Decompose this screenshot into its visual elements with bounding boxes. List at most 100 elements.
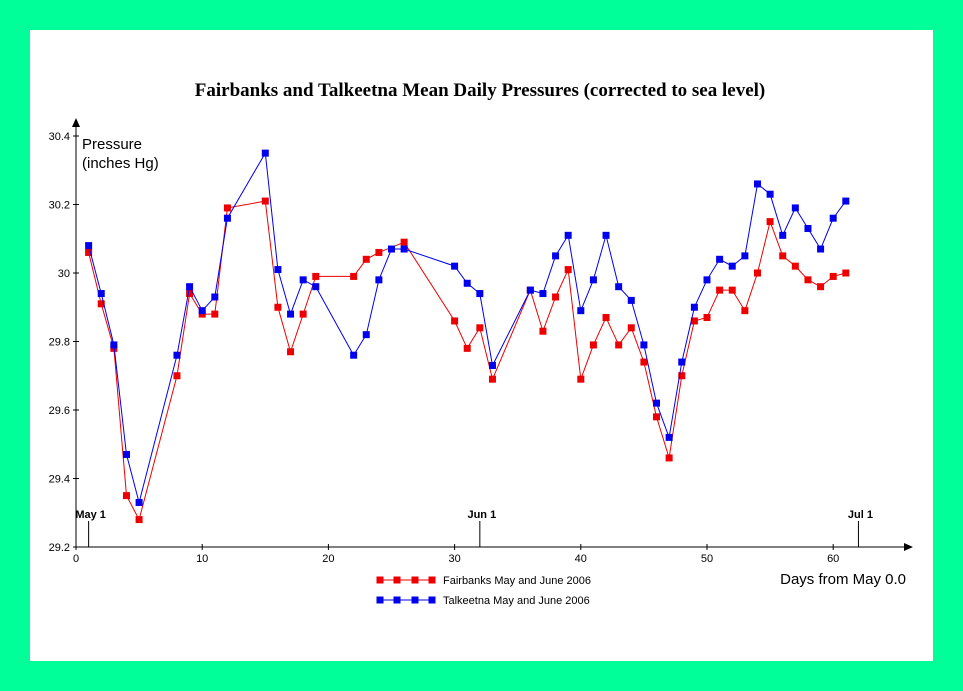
x-axis-arrow bbox=[904, 543, 913, 551]
legend-marker bbox=[411, 596, 419, 604]
data-point bbox=[186, 283, 194, 291]
data-point bbox=[110, 341, 118, 349]
data-point bbox=[640, 358, 648, 366]
data-point bbox=[463, 279, 471, 287]
data-point bbox=[577, 307, 585, 315]
data-point bbox=[842, 197, 850, 205]
data-point bbox=[741, 252, 749, 260]
data-point bbox=[690, 303, 698, 311]
legend-marker bbox=[376, 576, 384, 584]
y-tick-label: 29.4 bbox=[49, 474, 70, 486]
legend: Fairbanks May and June 2006 Talkeetna May… bbox=[376, 575, 591, 607]
legend-marker bbox=[428, 576, 436, 584]
data-point bbox=[653, 413, 661, 421]
data-point bbox=[274, 266, 282, 274]
data-point bbox=[577, 375, 585, 383]
data-point bbox=[312, 272, 320, 280]
data-point bbox=[274, 303, 282, 311]
data-point bbox=[488, 375, 496, 383]
data-point bbox=[716, 286, 724, 294]
y-axis-arrow bbox=[72, 118, 80, 127]
data-point bbox=[135, 498, 143, 506]
data-point bbox=[690, 317, 698, 325]
data-point bbox=[97, 290, 105, 298]
data-point bbox=[388, 245, 395, 253]
data-point bbox=[589, 341, 597, 349]
data-point bbox=[287, 348, 295, 356]
pressure-chart: Fairbanks and Talkeetna Mean Daily Press… bbox=[49, 80, 913, 607]
data-point bbox=[653, 399, 661, 407]
data-point bbox=[211, 293, 219, 301]
data-point bbox=[615, 341, 623, 349]
data-point bbox=[564, 266, 572, 274]
y-tick-label: 30.2 bbox=[49, 200, 70, 212]
series-fairbanks bbox=[85, 197, 850, 524]
data-point bbox=[362, 331, 370, 339]
y-tick-label: 30.4 bbox=[49, 131, 70, 143]
data-point bbox=[463, 344, 471, 352]
data-point bbox=[85, 242, 93, 250]
legend-marker bbox=[376, 596, 384, 604]
legend-marker bbox=[393, 596, 401, 604]
axes: 0 10 20 30 40 50 60 29.2 29.4 29.6 29.8 30 30.2 30.4 bbox=[49, 118, 913, 565]
data-point bbox=[400, 245, 408, 253]
data-point bbox=[261, 197, 269, 205]
series-line bbox=[88, 151, 847, 505]
legend-label: Talkeetna May and June 2006 bbox=[443, 595, 590, 607]
data-point bbox=[766, 218, 774, 226]
data-point bbox=[539, 290, 547, 298]
data-point bbox=[615, 283, 623, 291]
data-point bbox=[375, 248, 383, 256]
data-point bbox=[829, 272, 837, 280]
data-point bbox=[817, 245, 825, 253]
y-tick-label: 29.8 bbox=[49, 337, 70, 349]
data-point bbox=[312, 283, 320, 291]
data-point bbox=[829, 214, 837, 222]
data-point bbox=[552, 252, 560, 260]
data-point bbox=[678, 372, 686, 380]
y-tick-label: 29.6 bbox=[49, 405, 70, 417]
data-point bbox=[728, 286, 736, 294]
data-point bbox=[728, 262, 736, 270]
data-point bbox=[589, 276, 597, 284]
x-tick-label: 40 bbox=[575, 553, 587, 565]
data-point bbox=[766, 190, 774, 198]
x-tick-label: 0 bbox=[73, 553, 79, 565]
series-layer bbox=[85, 149, 850, 524]
annotation-label: Jul 1 bbox=[848, 509, 873, 521]
legend-marker bbox=[428, 596, 436, 604]
data-point bbox=[526, 286, 534, 294]
data-point bbox=[261, 149, 269, 157]
annotation-label: May 1 bbox=[75, 509, 106, 521]
annotation-label: Jun 1 bbox=[467, 509, 496, 521]
data-point bbox=[400, 238, 408, 246]
data-point bbox=[122, 492, 130, 500]
x-tick-label: 10 bbox=[196, 553, 208, 565]
data-point bbox=[804, 224, 812, 232]
data-point bbox=[817, 283, 825, 291]
data-point bbox=[299, 310, 307, 318]
data-point bbox=[122, 451, 130, 459]
data-point bbox=[198, 307, 206, 315]
x-tick-label: 20 bbox=[322, 553, 334, 565]
data-point bbox=[350, 351, 358, 359]
data-point bbox=[173, 351, 181, 359]
data-point bbox=[665, 454, 673, 462]
x-tick-label: 30 bbox=[448, 553, 460, 565]
data-point bbox=[753, 180, 761, 188]
data-point bbox=[842, 269, 850, 277]
data-point bbox=[451, 262, 459, 270]
data-point bbox=[488, 361, 496, 369]
chart-title: Fairbanks and Talkeetna Mean Daily Press… bbox=[195, 80, 765, 101]
data-point bbox=[287, 310, 295, 318]
legend-marker bbox=[411, 576, 419, 584]
data-point bbox=[350, 272, 358, 280]
data-point bbox=[602, 314, 610, 322]
series-talkeetna bbox=[85, 149, 850, 506]
data-point bbox=[552, 293, 560, 301]
data-point bbox=[223, 214, 231, 222]
chart-panel: Fairbanks and Talkeetna Mean Daily Press… bbox=[30, 30, 933, 661]
data-point bbox=[627, 324, 635, 332]
data-point bbox=[791, 204, 799, 212]
data-point bbox=[135, 516, 143, 524]
